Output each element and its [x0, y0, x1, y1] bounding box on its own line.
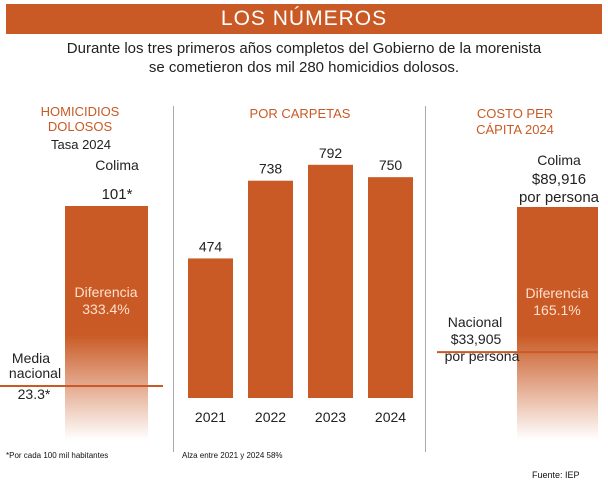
panel2-bar-2024	[368, 177, 413, 398]
panel3-bar	[517, 207, 598, 440]
divider-right	[425, 106, 426, 452]
panel3-bar-value-label: $89,916	[531, 171, 587, 188]
panel3-title-line-1: COSTO PER	[476, 106, 554, 121]
panel2-tick-label-2021: 2021	[195, 409, 226, 425]
panel2-value-label-2023: 792	[319, 145, 343, 161]
panel1-bar	[65, 206, 148, 440]
panel3-bar-value-unit: por persona	[518, 189, 600, 206]
panel2-bar-2021	[188, 258, 233, 398]
panel1-ref-label-1: Media	[12, 350, 50, 366]
panel3-title-line-2: CÁPITA 2024	[476, 122, 554, 137]
panel2-value-label-2022: 738	[259, 161, 283, 177]
panel1-ref-value: 23.3*	[18, 386, 51, 402]
panel3-inner-label: Diferencia	[525, 285, 588, 301]
panel2-title: POR CARPETAS	[249, 106, 351, 121]
panel2-bar-2023	[308, 164, 353, 398]
panel3-ref-label: Nacional	[448, 314, 502, 330]
panel2-footnote: Alza entre 2021 y 2024 58%	[182, 451, 283, 460]
subtitle-line-1: Durante los tres primeros años completos…	[66, 40, 542, 57]
panel2-tick-label-2023: 2023	[315, 409, 346, 425]
panel1-title-text: HOMICIDIOS DOLOSOS	[40, 104, 120, 134]
panel3-ref-value: $33,905	[451, 331, 502, 347]
panel3-bar-label: Colima	[537, 152, 581, 168]
panel2-value-label-2024: 750	[379, 157, 403, 173]
panel2-tick-label-2024: 2024	[375, 409, 406, 425]
source-label: Fuente: IEP	[532, 470, 580, 480]
panel1-inner-value: 333.4%	[82, 301, 129, 317]
panel1-title: HOMICIDIOS DOLOSOS	[20, 104, 140, 134]
panel2-bar-2022	[248, 180, 293, 398]
panel3-inner-value: 165.1%	[533, 302, 580, 318]
panel1-footnote: *Por cada 100 mil habitantes	[6, 451, 109, 460]
panel2-value-label-2021: 474	[199, 238, 223, 254]
panel1-ref-label-2: nacional	[9, 365, 61, 381]
subtitle-line-2: se cometieron dos mil 280 homicidios dol…	[148, 59, 460, 76]
header-banner: LOS NÚMEROS	[6, 4, 602, 34]
panel3-ref-unit: por persona	[445, 348, 520, 364]
panel1-bar-label: Colima	[95, 157, 139, 173]
panel1-subtitle: Tasa 2024	[51, 137, 111, 152]
panel1-bar-value-label: 101*	[101, 186, 133, 203]
banner-title: LOS NÚMEROS	[220, 7, 388, 30]
panel2-tick-label-2022: 2022	[255, 409, 286, 425]
panel1-inner-label: Diferencia	[74, 284, 137, 300]
divider-left	[173, 106, 174, 452]
